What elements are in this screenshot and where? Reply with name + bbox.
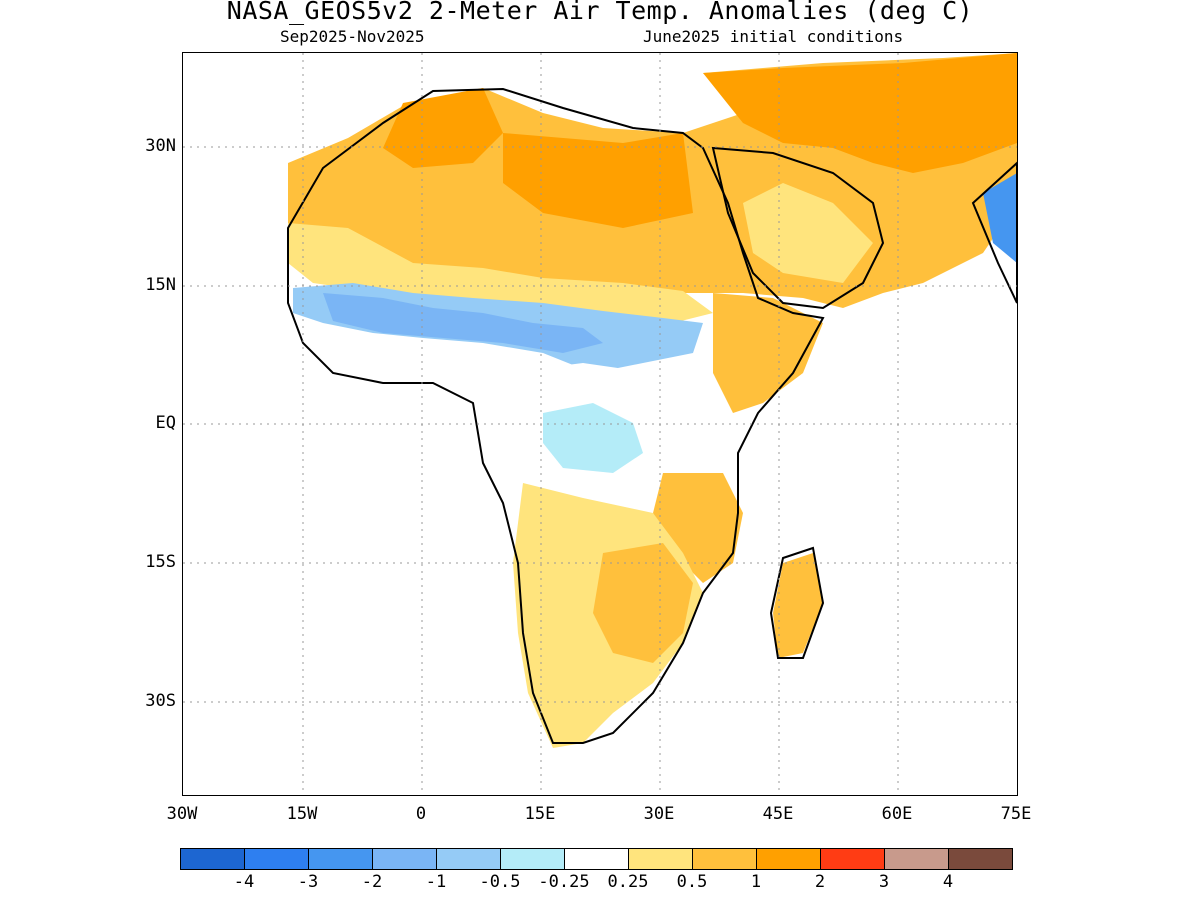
colorbar-swatch: [437, 849, 501, 869]
lon-label-30e: 30E: [643, 804, 675, 824]
colorbar-label: 3: [878, 872, 890, 892]
colorbar-label: -0.5: [479, 872, 521, 892]
colorbar-swatch: [949, 849, 1012, 869]
map-panel: [182, 52, 1018, 796]
lat-label-30s: 30S: [145, 691, 176, 711]
anomaly-region-sahel-cooler: [323, 293, 603, 353]
colorbar-label: 1: [750, 872, 762, 892]
anomaly-region-sahara-dark: [383, 88, 503, 168]
lon-label-15w: 15W: [286, 804, 318, 824]
colorbar: [180, 848, 1013, 870]
africa-coastline: [287, 87, 825, 744]
lat-label-eq: EQ: [155, 413, 176, 433]
colorbar-label: -3: [297, 872, 319, 892]
colorbar-label: -0.25: [538, 872, 590, 892]
colorbar-swatch: [821, 849, 885, 869]
lat-label-30n: 30N: [145, 136, 176, 156]
chart-title: NASA_GEOS5v2 2-Meter Air Temp. Anomalies…: [226, 0, 974, 25]
anomaly-region-congo-cool: [543, 403, 643, 473]
colorbar-swatch: [501, 849, 565, 869]
colorbar-label: -4: [233, 872, 255, 892]
period-subtitle: Sep2025-Nov2025: [280, 27, 425, 46]
colorbar-swatch: [309, 849, 373, 869]
lon-label-75e: 75E: [1000, 804, 1032, 824]
anomaly-region-arabia-dark: [703, 53, 1017, 173]
anomaly-region-libya-egypt-dark: [503, 133, 693, 228]
lon-label-30w: 30W: [166, 804, 198, 824]
colorbar-swatch: [885, 849, 949, 869]
india-coastline: [971, 161, 1017, 304]
colorbar-label: -2: [361, 872, 383, 892]
colorbar-swatch: [565, 849, 629, 869]
arabia-coastline: [711, 146, 885, 310]
madagascar-coastline: [769, 546, 825, 659]
lon-label-45e: 45E: [762, 804, 794, 824]
colorbar-swatch: [181, 849, 245, 869]
colorbar-swatch: [629, 849, 693, 869]
anomaly-region-arabian-sea-cool: [983, 173, 1017, 263]
colorbar-label: 0.25: [607, 872, 649, 892]
map-grid: [183, 53, 1017, 795]
colorbar-label: 4: [942, 872, 954, 892]
init-conditions-subtitle: June2025 initial conditions: [643, 27, 904, 46]
anomaly-region-horn-of-africa: [713, 293, 823, 413]
colorbar-label: -1: [425, 872, 447, 892]
lon-label-60e: 60E: [881, 804, 913, 824]
lon-label-15e: 15E: [524, 804, 556, 824]
lat-label-15s: 15S: [145, 552, 176, 572]
colorbar-swatch: [373, 849, 437, 869]
anomaly-map: [183, 53, 1017, 795]
anomaly-region-sahel-light: [288, 223, 713, 323]
anomaly-region-zimbabwe-warm: [593, 543, 693, 663]
anomaly-region-arabia-light: [743, 183, 873, 283]
anomaly-region-madagascar-warm: [773, 553, 823, 658]
colorbar-swatch: [693, 849, 757, 869]
colorbar-swatch: [757, 849, 821, 869]
colorbar-label: 2: [814, 872, 826, 892]
colorbar-label: 0.5: [676, 872, 708, 892]
lat-label-15n: 15N: [145, 275, 176, 295]
lon-label-0: 0: [415, 804, 427, 824]
colorbar-swatch: [245, 849, 309, 869]
